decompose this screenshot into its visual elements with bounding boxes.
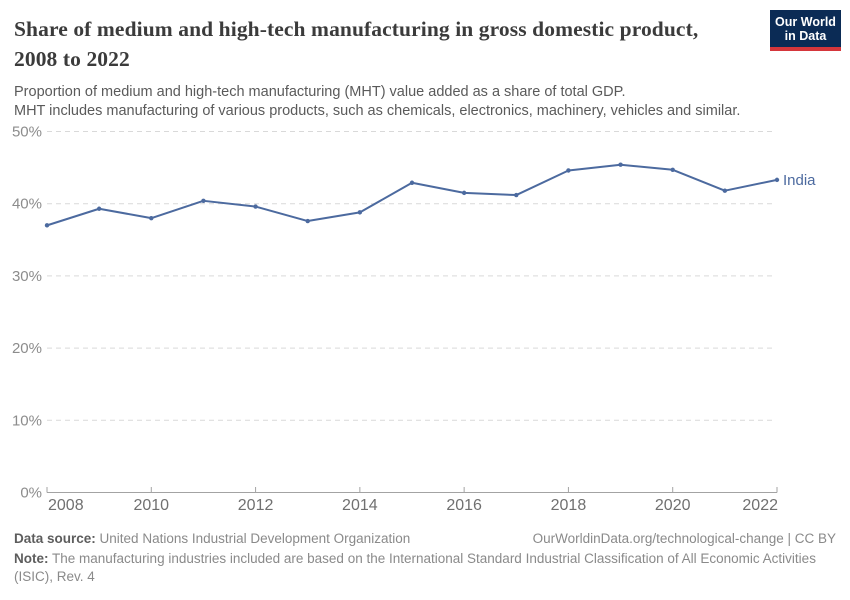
data-point-india-2017 (514, 192, 519, 198)
chart-subtitle: Proportion of medium and high-tech manuf… (14, 83, 754, 120)
data-point-india-2019 (618, 162, 623, 167)
data-point-india-2012 (253, 204, 258, 209)
x-tick-label: 2014 (342, 497, 378, 514)
data-point-india-2018 (566, 168, 571, 173)
data-point-india-2015 (409, 180, 415, 185)
data-source: Data source: United Nations Industrial D… (14, 529, 410, 548)
y-tick-label: 30% (12, 268, 42, 285)
data-point-india-2008 (44, 223, 50, 228)
chart-note: Note: The manufacturing industries inclu… (14, 550, 836, 586)
data-point-india-2022 (774, 177, 780, 183)
data-source-label: Data source: (14, 531, 96, 546)
data-point-india-2010 (149, 215, 154, 221)
chart-subtitle-line-1: Proportion of medium and high-tech manuf… (14, 84, 626, 100)
chart-note-label: Note: (14, 551, 49, 566)
series-end-label-india: India (783, 172, 816, 189)
owid-logo-line-1: Our World (775, 14, 836, 29)
y-tick-label: 50% (12, 124, 42, 141)
data-point-india-2014 (357, 210, 363, 215)
x-tick-label: 2016 (446, 497, 482, 514)
chart-title: Share of medium and high-tech manufactur… (14, 17, 699, 71)
owid-citation-link[interactable]: OurWorldinData.org/technological-change … (532, 531, 836, 546)
owid-logo-line-2: in Data (784, 28, 827, 43)
y-tick-label: 20% (12, 340, 42, 357)
y-tick-label: 40% (12, 196, 42, 213)
data-point-india-2020 (670, 167, 675, 172)
data-source-value: United Nations Industrial Development Or… (99, 531, 411, 546)
x-tick-label: 2010 (133, 497, 169, 514)
chart-footer: Data source: United Nations Industrial D… (14, 529, 836, 600)
x-tick-label: 2012 (238, 497, 274, 514)
owid-logo: Our World in Data (770, 10, 841, 51)
data-point-india-2009 (96, 206, 102, 211)
x-tick-label: 2022 (742, 497, 778, 514)
chart-header: Share of medium and high-tech manufactur… (14, 14, 754, 120)
x-tick-label: 2008 (48, 497, 84, 514)
x-tick-label: 2020 (655, 497, 691, 514)
data-point-india-2016 (461, 190, 467, 196)
x-tick-label: 2018 (551, 497, 587, 514)
data-point-india-2021 (722, 188, 728, 193)
series-line-india (46, 163, 778, 227)
y-tick-label: 10% (12, 412, 42, 429)
data-point-india-2011 (201, 198, 206, 204)
y-tick-label: 0% (20, 485, 42, 502)
chart-subtitle-line-2: MHT includes manufacturing of various pr… (14, 102, 741, 119)
data-point-india-2013 (305, 218, 310, 224)
chart-note-value: The manufacturing industries included ar… (14, 551, 816, 584)
